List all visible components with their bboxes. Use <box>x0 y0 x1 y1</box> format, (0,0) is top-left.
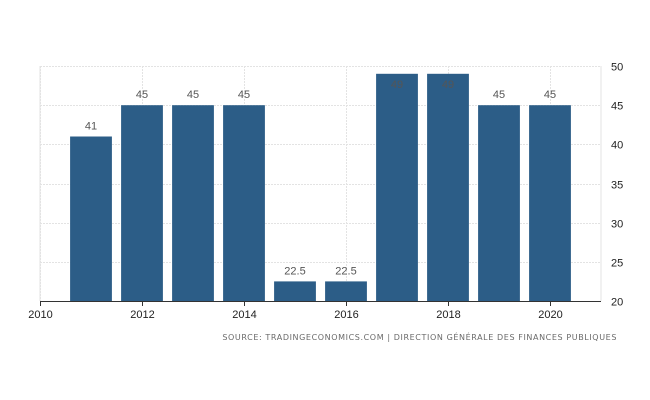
y-tick-label: 45 <box>611 101 623 113</box>
data-label: 22.5 <box>284 265 305 277</box>
y-tick-label: 30 <box>611 219 623 231</box>
x-tick-label: 2010 <box>28 309 52 321</box>
data-label: 45 <box>136 89 148 101</box>
y-tick-label: 35 <box>611 180 623 192</box>
bar <box>325 281 367 301</box>
data-label: 49 <box>442 79 454 91</box>
x-tick-label: 2014 <box>232 309 256 321</box>
x-tick-label: 2018 <box>436 309 460 321</box>
y-tick-label: 20 <box>611 297 623 309</box>
bar <box>172 105 214 301</box>
bar <box>478 105 520 301</box>
axes: 20 25 30 35 40 45 50 2010 2012 2014 2016 2018 2020 <box>28 62 623 322</box>
data-label: 45 <box>493 89 505 101</box>
source-note: SOURCE: TRADINGECONOMICS.COM | DIRECTION… <box>222 333 617 342</box>
data-label: 49 <box>391 79 403 91</box>
bar <box>376 73 418 301</box>
bars <box>70 73 571 301</box>
data-label: 45 <box>544 89 556 101</box>
y-tick-label: 40 <box>611 140 623 152</box>
bar <box>427 73 469 301</box>
data-label: 22.5 <box>335 265 356 277</box>
x-tick-label: 2012 <box>130 309 154 321</box>
y-tick-label: 25 <box>611 258 623 270</box>
x-tick-label: 2016 <box>334 309 358 321</box>
bar <box>274 281 316 301</box>
data-label: 45 <box>238 89 250 101</box>
data-label: 41 <box>85 121 97 133</box>
bar <box>223 105 265 301</box>
bar <box>121 105 163 301</box>
data-label: 45 <box>187 89 199 101</box>
data-labels: 41 45 45 45 22.5 22.5 49 49 45 45 <box>85 79 556 278</box>
y-tick-label: 50 <box>611 62 623 74</box>
bar <box>529 105 571 301</box>
x-tick-label: 2020 <box>538 309 562 321</box>
bar <box>70 136 112 301</box>
